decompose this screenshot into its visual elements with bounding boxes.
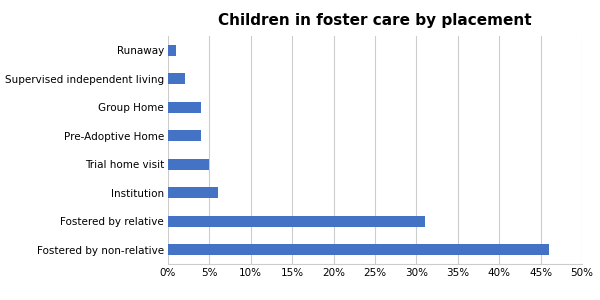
Bar — [168, 44, 176, 56]
Bar — [168, 101, 201, 113]
Bar — [168, 244, 549, 256]
Bar — [168, 73, 185, 85]
Bar — [168, 130, 201, 141]
Bar — [168, 158, 209, 170]
Bar — [168, 187, 218, 199]
Bar — [168, 215, 425, 227]
Title: Children in foster care by placement: Children in foster care by placement — [218, 13, 532, 28]
